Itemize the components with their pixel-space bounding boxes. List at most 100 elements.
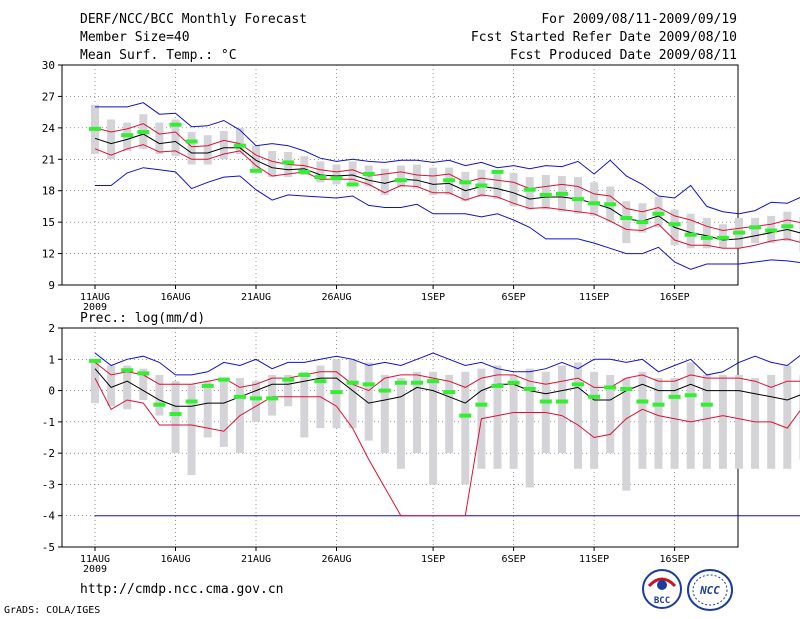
prec-observation-bar xyxy=(346,380,359,385)
prec-observation-bar xyxy=(314,379,327,384)
temp-observation-bar xyxy=(781,224,794,229)
prec-observation-bar xyxy=(185,399,198,404)
temp-x-tick-label: 26AUG xyxy=(321,292,351,303)
prec-observation-bar xyxy=(250,396,262,401)
temp-observation-bar xyxy=(250,168,262,173)
prec-y-tick-label: 2 xyxy=(48,322,55,335)
prec-y-tick-label: -1 xyxy=(42,416,55,429)
prec-ensemble-box xyxy=(348,359,357,429)
temp-x-tick-label: 6SEP xyxy=(502,292,526,303)
prec-ensemble-box xyxy=(445,374,454,454)
prec-observation-bar xyxy=(411,380,423,385)
temp-observation-bar xyxy=(89,126,101,131)
prec-x-tick-label: 16SEP xyxy=(660,554,690,565)
prec-x-tick-label: 6SEP xyxy=(502,554,526,565)
prec-ensemble-box xyxy=(509,374,518,469)
prec-observation-bar xyxy=(555,399,568,404)
prec-observation-bar xyxy=(604,385,617,390)
temp-observation-bar xyxy=(298,169,311,174)
prec-max-line xyxy=(94,352,800,376)
temp-ensemble-mean-line xyxy=(94,133,800,241)
prec-ensemble-box xyxy=(783,365,792,469)
temp-observation-bar xyxy=(282,160,295,165)
temp-observation-bar xyxy=(314,175,327,180)
temp-x-tick-label: 11SEP xyxy=(579,292,609,303)
temp-ensemble-box xyxy=(751,217,760,244)
temp-observation-bar xyxy=(620,215,633,220)
temp-ensemble-box xyxy=(622,201,631,244)
prec-ensemble-box xyxy=(574,362,582,469)
prec-ensemble-box xyxy=(429,371,438,485)
precipitation-panel: -5 -4 -3 -2 -1 0 1 2 11AUG 16AUG 21AUG 26AUG 1SEP 6SE… xyxy=(42,322,800,575)
prec-ensemble-box xyxy=(155,374,164,416)
prec-ensemble-box xyxy=(300,371,309,438)
prec-observation-bar xyxy=(668,394,681,399)
temp-y-tick-label: 12 xyxy=(42,248,55,261)
temp-observation-bar xyxy=(169,122,182,127)
temp-ensemble-box xyxy=(219,131,228,160)
prec-observation-bar xyxy=(427,379,440,384)
prec-observation-bar xyxy=(394,380,407,385)
prec-observation-bar xyxy=(266,396,279,401)
prec-y-tick-label: 1 xyxy=(48,353,55,366)
temp-observation-bar xyxy=(459,180,472,185)
temp-ensemble-box xyxy=(396,165,405,188)
prec-observation-bar xyxy=(636,399,649,404)
temp-observation-bar xyxy=(330,176,343,181)
temp-y-tick-label: 18 xyxy=(42,185,55,198)
prec-x-tick-label: 16AUG xyxy=(160,554,190,565)
temp-ensemble-box xyxy=(525,177,534,210)
prec-ensemble-box xyxy=(284,374,293,407)
prec-observation-bar xyxy=(588,394,601,399)
prec-ensemble-box xyxy=(187,384,196,476)
temp-observation-bar xyxy=(443,178,456,183)
temp-y-tick-label: 9 xyxy=(48,279,55,292)
prec-ensemble-box xyxy=(654,378,663,469)
prec-observation-bar xyxy=(153,402,166,407)
prec-ensemble-box xyxy=(364,362,373,441)
bcc-logo-arc-icon xyxy=(647,577,677,588)
prec-observation-bar xyxy=(217,377,230,382)
prec-ensemble-box xyxy=(268,374,277,416)
prec-ensemble-box xyxy=(606,374,615,454)
prec-observation-bar xyxy=(201,383,214,388)
temp-ensemble-box xyxy=(235,127,244,155)
temp-year-label: 2009 xyxy=(83,302,107,313)
temp-y-tick-label: 21 xyxy=(42,153,55,166)
temp-ensemble-box xyxy=(107,119,116,160)
forecast-produced-date: Fcst Produced Date 2009/08/11 xyxy=(510,48,737,63)
precip-label: Prec.: log(mm/d) xyxy=(80,311,206,326)
forecast-started-date: Fcst Started Refer Date 2009/08/10 xyxy=(470,30,737,45)
prec-year-label: 2009 xyxy=(83,564,107,575)
prec-y-tick-label: -2 xyxy=(42,447,55,460)
temp-ensemble-box xyxy=(461,171,470,202)
bcc-logo: BCC xyxy=(642,569,682,609)
bcc-logo-text: BCC xyxy=(654,596,670,606)
prec-observation-bar xyxy=(652,402,665,407)
prec-ensemble-box xyxy=(622,378,631,491)
footer-url[interactable]: http://cmdp.ncc.cma.gov.cn xyxy=(80,582,284,597)
prec-observation-bar xyxy=(121,368,134,373)
temp-observation-bar xyxy=(539,192,552,197)
temp-observation-bar xyxy=(491,169,504,174)
temp-ensemble-box xyxy=(541,175,550,210)
temp-ensemble-box xyxy=(413,164,421,189)
temp-observation-bar xyxy=(233,143,246,148)
prec-ensemble-box xyxy=(670,378,679,469)
prec-x-tick-label: 11SEP xyxy=(579,554,609,565)
temp-min-line xyxy=(95,167,800,270)
prec-observation-bar xyxy=(298,372,311,377)
forecast-range: For 2009/08/11-2009/09/19 xyxy=(541,12,737,27)
temp-observation-bar xyxy=(346,182,359,187)
temp-observation-bar xyxy=(636,220,649,225)
member-size: Member Size=40 xyxy=(80,30,190,45)
prec-y-tick-label: -4 xyxy=(42,510,56,523)
temp-x-tick-label: 21AUG xyxy=(241,292,271,303)
temp-y-tick-label: 15 xyxy=(42,216,55,229)
temp-ensemble-box xyxy=(509,172,518,207)
prec-ensemble-box xyxy=(219,381,228,447)
temp-ensemble-box xyxy=(187,132,196,165)
prec-ensemble-box xyxy=(461,371,470,485)
temp-observation-bar xyxy=(137,130,150,135)
